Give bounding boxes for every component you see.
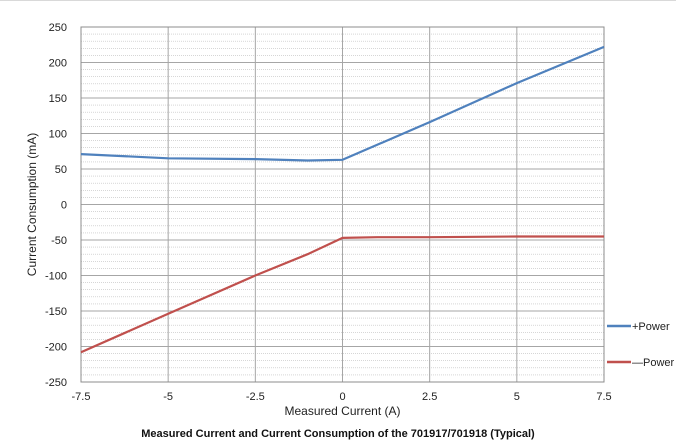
legend-label: —Power [632,357,675,369]
x-tick-label: 7.5 [596,391,611,403]
plot-area-border [80,26,605,383]
x-tick-label: -7.5 [72,391,91,403]
y-tick-label: -200 [45,342,67,354]
y-tick-label: 50 [55,164,67,176]
x-tick-label: 0 [339,391,345,403]
series-line-minus-power [80,235,604,354]
series-lines [80,45,605,354]
x-tick-label: 5 [514,391,520,403]
legend-label: +Power [632,321,670,333]
legend: +Power —Power [607,321,675,369]
y-tick-label: 250 [49,22,67,34]
x-tick-label: -2.5 [246,391,265,403]
y-tick-label: 150 [49,93,67,105]
grid [80,26,605,383]
series-line-plus-power [80,45,605,162]
x-axis-title: Measured Current (A) [284,404,400,418]
chart-caption: Measured Current and Current Consumption… [141,428,535,440]
y-axis-title: Current Consumption (mA) [25,133,39,276]
y-tick-label: 200 [49,58,67,70]
y-tick-label: 100 [49,129,67,141]
y-tick-label: -150 [45,306,67,318]
y-tick-label: -250 [45,377,67,389]
y-tick-label: -100 [45,271,67,283]
y-tick-label: -50 [51,235,67,247]
x-tick-label: 2.5 [422,391,437,403]
y-tick-label: 0 [61,200,67,212]
x-tick-label: -5 [163,391,173,403]
